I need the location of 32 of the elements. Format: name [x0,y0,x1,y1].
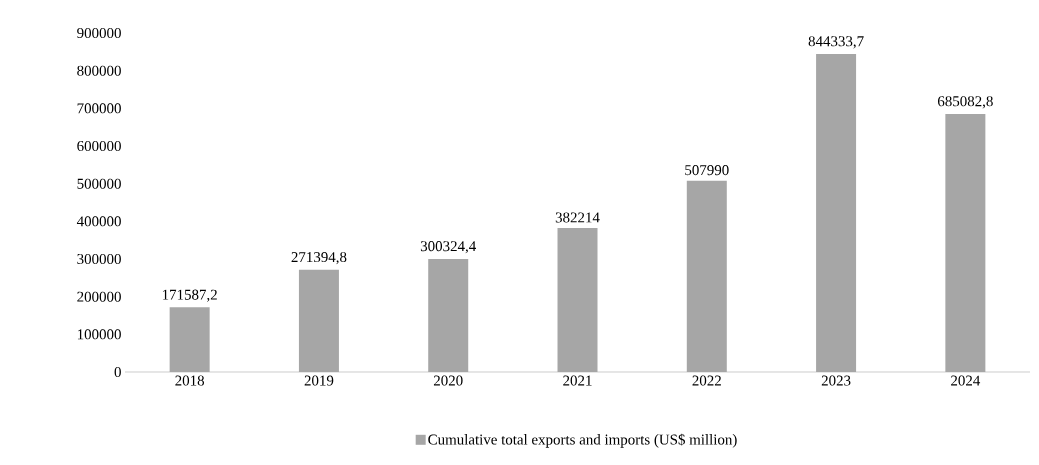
data-label: 382214 [555,212,600,223]
x-tick-label: 2021 [563,375,592,386]
x-tick-label: 2024 [951,375,981,386]
data-label: 844333,7 [808,36,864,49]
y-tick-label: 400000 [76,216,121,227]
x-tick-label: 2019 [304,375,334,386]
y-tick-label: 800000 [77,65,121,76]
legend-label: Cumulative total exports and imports (US$ million) [428,433,737,448]
bar [557,228,598,372]
x-tick-label: 2018 [175,375,205,386]
bar [169,307,210,372]
data-label: 300324,4 [420,241,476,254]
y-tick-label: 300000 [77,253,121,265]
y-tick-label: 700000 [77,103,121,114]
bar [298,269,339,372]
bar [945,113,986,372]
data-label: 171587,2 [162,289,217,302]
y-tick-label: 100000 [77,329,121,340]
x-tick-label: 2020 [433,375,463,386]
y-tick-label: 600000 [77,140,121,152]
x-tick-label: 2022 [692,375,721,386]
y-tick-label: 900000 [77,27,121,39]
data-label: 271394,8 [291,252,347,265]
y-tick-label: 200000 [77,291,121,302]
bar [428,258,469,372]
bar [686,180,727,372]
y-tick-label: 0 [114,366,121,378]
y-tick-label: 500000 [77,178,121,189]
data-label: 685082,8 [937,96,993,109]
x-tick-label: 2023 [821,375,851,386]
data-label: 507990 [685,165,729,176]
bar [816,53,857,372]
